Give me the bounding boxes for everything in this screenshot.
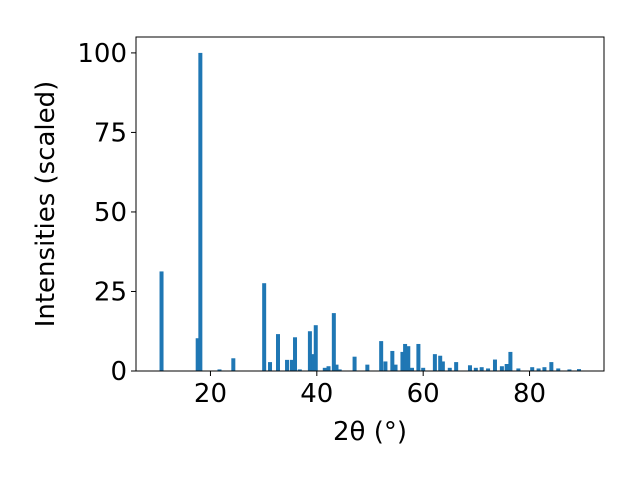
y-tick-label: 75 (94, 118, 127, 148)
bar (217, 369, 222, 371)
bar (285, 359, 290, 371)
bar (542, 367, 547, 371)
bar (421, 367, 426, 371)
bar (262, 283, 267, 371)
bar (486, 368, 491, 371)
bar (410, 367, 415, 371)
bar (438, 355, 443, 371)
bar (352, 356, 357, 371)
bar (530, 367, 535, 371)
bar (337, 369, 342, 371)
bar (383, 361, 388, 371)
bar (556, 368, 561, 371)
bar (536, 368, 541, 371)
y-tick-label: 0 (110, 357, 127, 387)
x-tick-label: 20 (194, 379, 227, 409)
bar (365, 364, 370, 371)
bar (406, 346, 411, 371)
bar (275, 334, 280, 371)
bar (195, 338, 200, 371)
bar (334, 364, 339, 371)
bar (311, 354, 316, 371)
bar (307, 331, 312, 371)
bar (499, 366, 504, 371)
bar (400, 351, 405, 371)
bar (416, 343, 421, 371)
plot-frame (135, 36, 605, 372)
bar (567, 369, 572, 371)
bar (322, 367, 327, 371)
bar (159, 271, 164, 371)
bar (479, 367, 484, 371)
x-tick-label: 80 (513, 379, 546, 409)
bar (473, 367, 478, 371)
y-axis-label: Intensities (scaled) (31, 81, 61, 328)
bar (447, 367, 452, 371)
y-tick-label: 100 (77, 39, 127, 69)
bar (516, 368, 521, 371)
bar (454, 362, 459, 371)
bar (313, 325, 318, 371)
x-tick-label: 40 (300, 379, 333, 409)
x-tick-label: 60 (407, 379, 440, 409)
bar (467, 365, 472, 371)
bar (508, 351, 513, 371)
bar (403, 343, 408, 371)
bar (492, 359, 497, 371)
bar (331, 313, 336, 371)
bar (379, 341, 384, 371)
bar (297, 369, 302, 371)
bar (390, 350, 395, 371)
bar (577, 369, 582, 371)
y-tick-label: 25 (94, 277, 127, 307)
bar (549, 362, 554, 371)
bar (504, 364, 509, 371)
bar (198, 52, 203, 372)
y-tick-label: 50 (94, 198, 127, 228)
bar (231, 358, 236, 371)
x-axis-label: 2θ (°) (333, 417, 407, 447)
bar (432, 354, 437, 371)
bar (393, 364, 398, 371)
bar (326, 366, 331, 371)
bar (289, 359, 294, 371)
bar (440, 361, 445, 371)
bar (293, 337, 298, 371)
bar (268, 362, 273, 371)
